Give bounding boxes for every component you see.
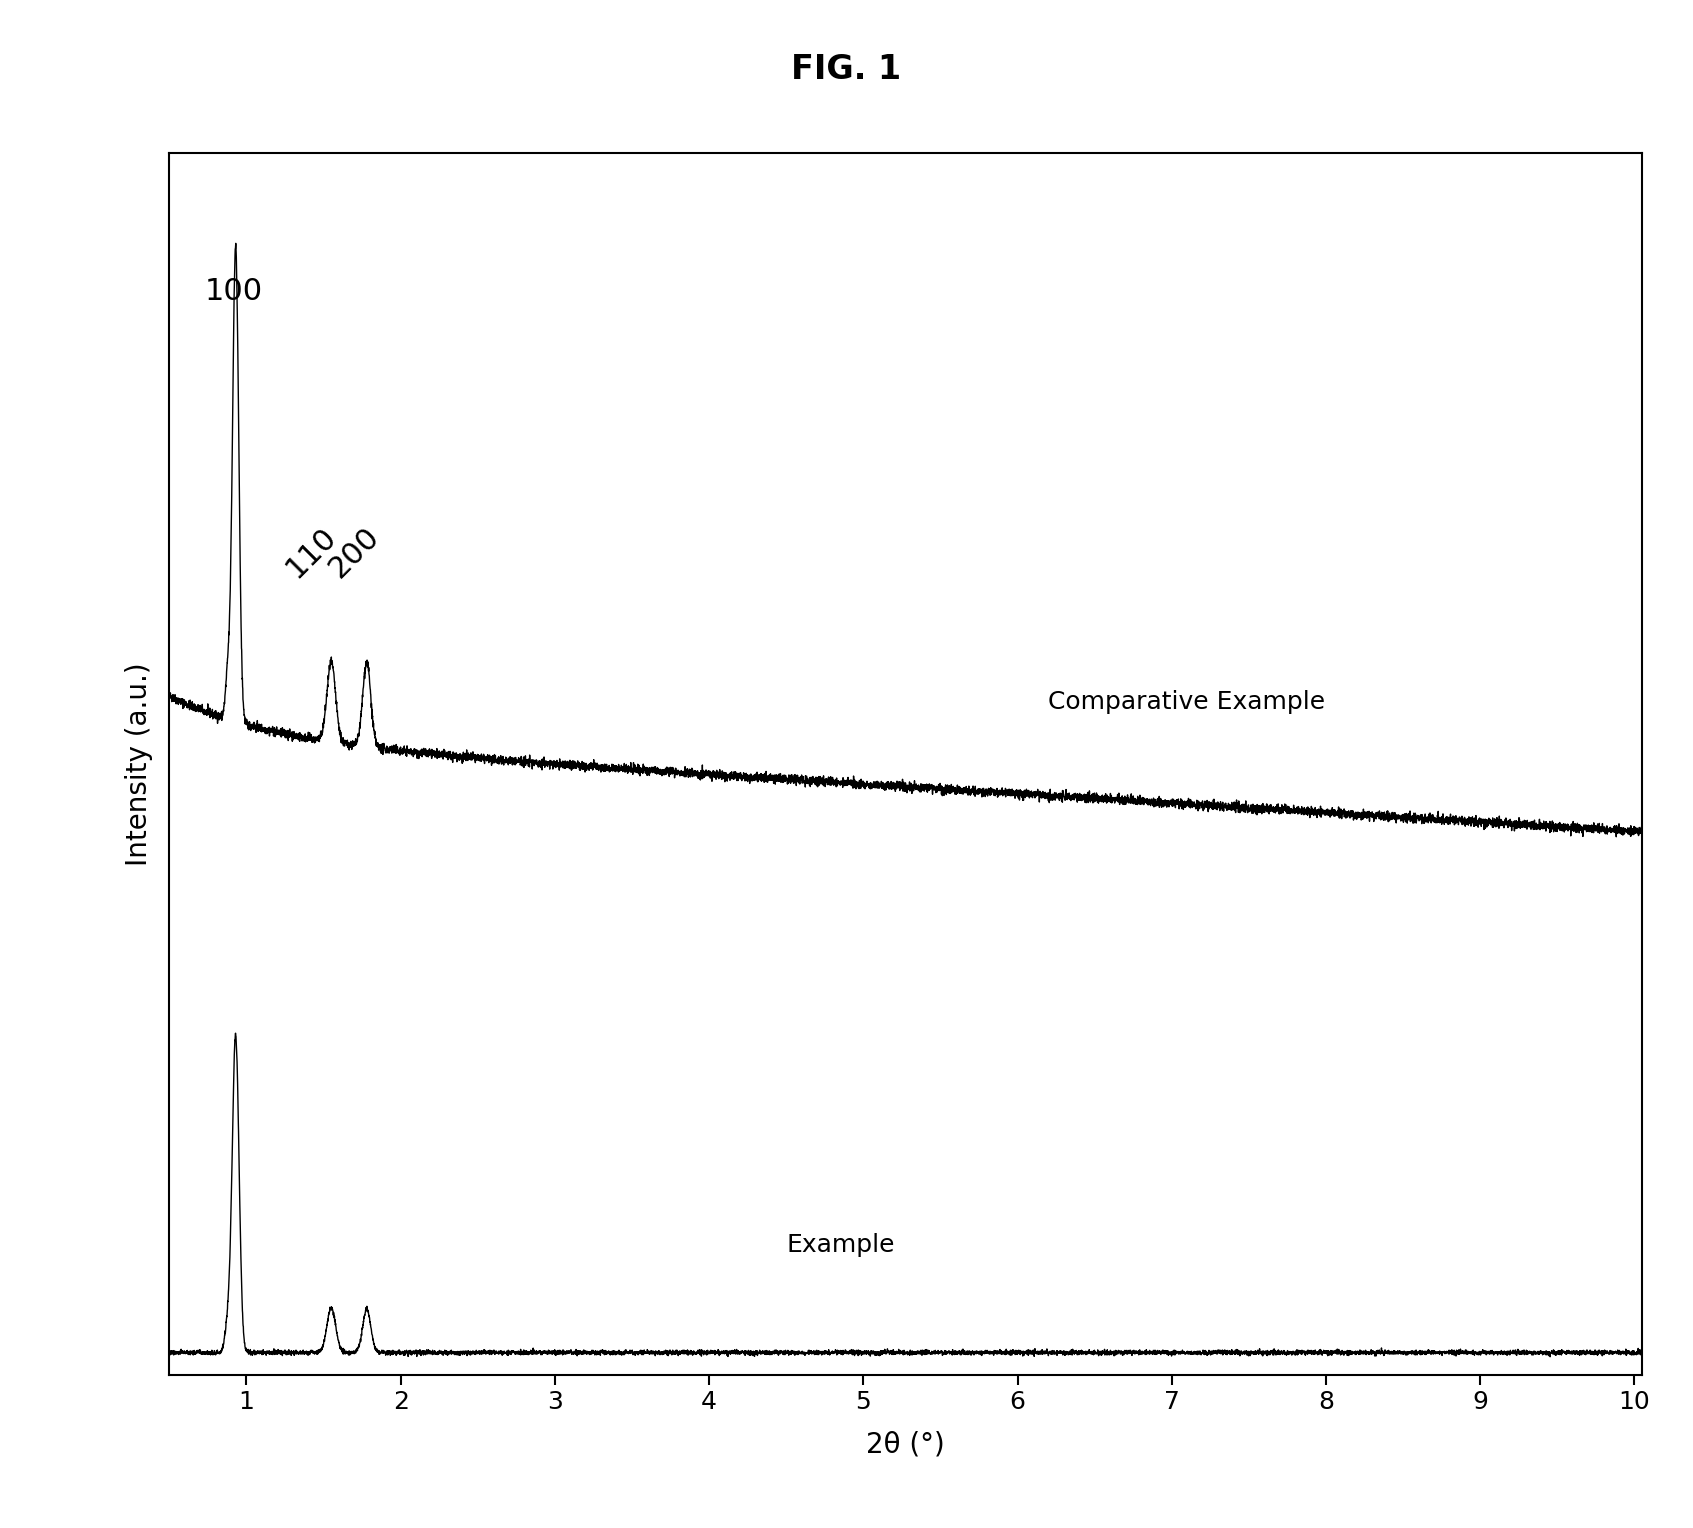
Text: Comparative Example: Comparative Example bbox=[1048, 689, 1326, 714]
Y-axis label: Intensity (a.u.): Intensity (a.u.) bbox=[125, 662, 152, 866]
Text: Example: Example bbox=[786, 1233, 894, 1258]
Text: 110: 110 bbox=[281, 521, 342, 582]
X-axis label: 2θ (°): 2θ (°) bbox=[867, 1430, 945, 1458]
Text: FIG. 1: FIG. 1 bbox=[791, 53, 902, 87]
Text: 200: 200 bbox=[323, 521, 386, 582]
Text: 100: 100 bbox=[205, 277, 262, 306]
